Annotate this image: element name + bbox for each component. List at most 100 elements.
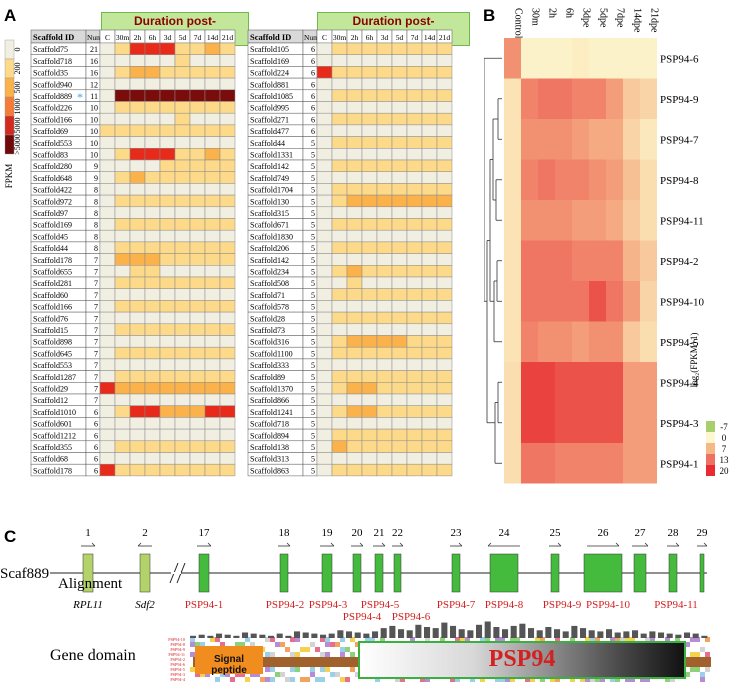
heatmap-cell: [555, 281, 572, 322]
alignment-residue: [690, 667, 695, 672]
expression-cell: [346, 265, 363, 278]
expression-cell: [159, 428, 176, 442]
expression-cell: [204, 358, 221, 371]
alignment-residue: [630, 637, 635, 642]
expression-cell: [346, 382, 363, 395]
expression-cell: [204, 66, 221, 79]
alignment-residue: [310, 647, 315, 652]
alignment-residue: [235, 637, 240, 642]
scaffold-id: Scaffold477: [250, 127, 289, 136]
scaffold-num: 7: [94, 314, 98, 323]
time-label: 30m: [116, 33, 130, 42]
scaffold-id: Scaffold1212: [33, 431, 76, 440]
strand-arrow-head: [487, 542, 492, 547]
gene-domain-row: Gene domain Signal peptide PSP94: [0, 640, 736, 683]
expression-cell: [406, 440, 423, 453]
expression-cell: [99, 42, 116, 55]
conservation-bar: [259, 634, 266, 638]
alignment-residue: [245, 642, 250, 647]
expression-cell: [316, 335, 333, 348]
alignment-residue: [325, 672, 330, 677]
heatmap-cell: [589, 240, 606, 281]
alignment-residue: [620, 677, 625, 682]
dendrogram: [484, 57, 502, 464]
psp94-expression-heatmap: Control 30m 2h 6h 3dpe 5dpe 7dpe 14dpe 21dpe PSP9…: [484, 8, 729, 484]
expression-cell: [376, 101, 393, 114]
expression-cell: [376, 358, 393, 371]
scaffold-id: Scaffold130: [250, 197, 289, 206]
alignment-residue: [650, 677, 655, 682]
scaffold-id: Scaffold234: [250, 268, 289, 277]
expression-cell: [391, 54, 408, 67]
expression-cell: [159, 229, 176, 243]
heatmap-cell: [606, 362, 623, 403]
strand-arrow-head: [330, 542, 335, 547]
scaffold-id: Scaffold178: [33, 256, 72, 265]
alignment-residue: [580, 677, 585, 682]
scaffold-num: 5: [311, 373, 315, 382]
expression-cell: [204, 229, 221, 243]
alignment-residue: [260, 677, 265, 682]
scaffold-num: 5: [311, 314, 315, 323]
expression-cell: [406, 183, 423, 196]
expression-cell: [406, 300, 423, 313]
heatmap-cell: [555, 78, 572, 119]
alignment-residue: [480, 637, 485, 642]
expression-cell: [99, 183, 116, 196]
alignment-residue: [335, 637, 340, 642]
expression-cell: [391, 288, 408, 301]
alignment-residue: [420, 677, 425, 682]
scaffold-id: Scaffold718: [33, 57, 72, 66]
alignment-residue: [200, 672, 205, 677]
expression-cell: [316, 358, 333, 371]
expression-cell: [376, 335, 393, 348]
alignment-residue: [405, 677, 410, 682]
alignment-residue: [700, 637, 705, 642]
legend-label: 7: [722, 444, 727, 454]
alignment-residue: [275, 637, 280, 642]
expression-cell: [219, 241, 236, 254]
alignment-residue: [280, 647, 285, 652]
heatmap-cell: [606, 78, 623, 119]
conservation-bar: [285, 635, 292, 638]
expression-cell: [159, 124, 176, 137]
alignment-residue: [310, 677, 315, 682]
strand-arrow-head: [458, 542, 463, 547]
expression-cell: [346, 101, 363, 114]
expression-cell: [204, 218, 221, 231]
heatmap-cell: [640, 321, 657, 362]
expression-cell: [129, 159, 146, 172]
alignment-residue: [695, 642, 700, 647]
expression-cell: [406, 463, 423, 477]
scaffold-id: Scaffold138: [250, 443, 289, 452]
alignment-residue: [500, 677, 505, 682]
alignment-residue: [610, 637, 615, 642]
heatmap-cell: [589, 78, 606, 119]
gene-name-label: PSP94-9: [543, 599, 582, 611]
alignment-residue: [600, 677, 605, 682]
column-label: 7dpe: [615, 8, 626, 28]
alignment-residue: [485, 677, 490, 682]
scaffold-num: 5: [311, 326, 315, 335]
expression-cell: [144, 218, 161, 231]
alignment-residue: [395, 637, 400, 642]
alignment-residue: [280, 677, 285, 682]
expression-cell: [189, 335, 206, 348]
expression-cell: [361, 253, 378, 266]
time-label: 14d: [207, 33, 219, 42]
scaffold-num: 8: [94, 221, 98, 230]
alignment-residue: [705, 652, 710, 657]
alignment-residue: [305, 667, 310, 672]
expression-cell: [331, 370, 348, 383]
expression-cell: [219, 77, 236, 91]
row-label: PSP94-5: [660, 337, 699, 349]
expression-cell: [361, 206, 378, 219]
expression-cell: [99, 101, 116, 114]
scaffold-num: 6: [94, 455, 98, 464]
expression-cell: [331, 171, 348, 184]
alignment-residue: [345, 647, 350, 652]
expression-cell: [174, 417, 191, 430]
time-label: 21d: [439, 33, 451, 42]
alignment-residue: [460, 637, 465, 642]
scaffold-num: 5: [311, 455, 315, 464]
